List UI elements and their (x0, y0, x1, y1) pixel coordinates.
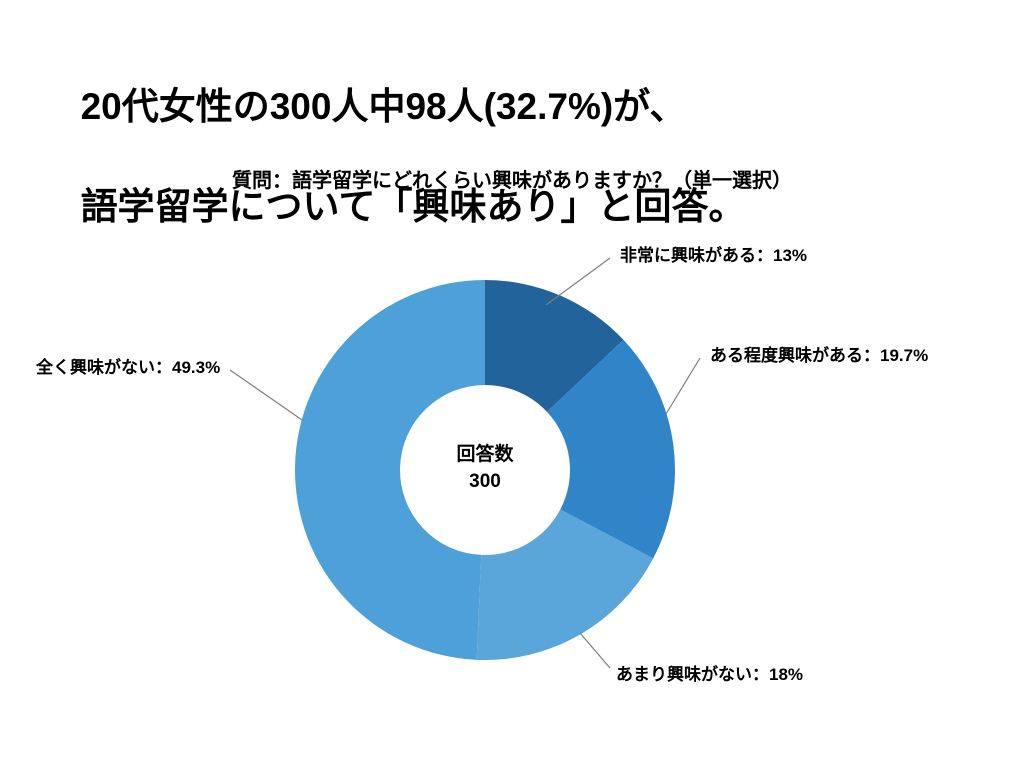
slice-label-little: あまり興味がない：18% (616, 660, 803, 685)
slice-label-none: 全く興味がない：49.3% (36, 353, 220, 378)
donut-chart (0, 0, 1024, 768)
center-value: 300 (425, 469, 545, 496)
center-label: 回答数 (425, 442, 545, 469)
leader-line (666, 358, 700, 414)
donut-center-caption: 回答数 300 (425, 442, 545, 495)
leader-line (580, 633, 610, 668)
slice-label-very: 非常に興味がある：13% (620, 241, 807, 266)
leader-line (230, 370, 302, 420)
slice-label-some: ある程度興味がある：19.7% (710, 341, 928, 366)
leader-line (546, 258, 610, 305)
